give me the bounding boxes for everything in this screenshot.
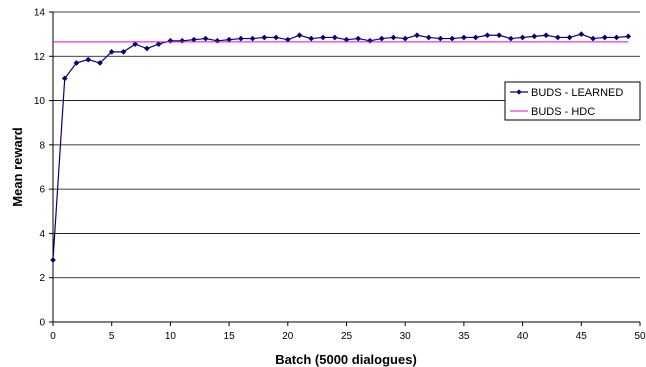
data-point [167, 37, 174, 44]
y-tick-label: 0 [39, 318, 45, 329]
legend-label-buds-hdc: BUDS - HDC [531, 106, 595, 118]
data-point [308, 35, 315, 42]
legend: BUDS - LEARNED BUDS - HDC [504, 81, 641, 121]
data-point [331, 34, 338, 41]
x-tick-label: 5 [109, 331, 115, 342]
data-point [120, 48, 127, 55]
x-tick-label: 10 [165, 331, 177, 342]
data-point [437, 35, 444, 42]
x-tick-label: 50 [634, 331, 646, 342]
data-point [578, 31, 585, 38]
axes: 0 2 4 6 8 10 12 14 0 5 10 15 20 25 30 35 40 45 50 [34, 8, 646, 343]
x-tick-label: 20 [282, 331, 294, 342]
data-point [355, 35, 362, 42]
x-tick-label: 0 [50, 331, 56, 342]
y-tick-label: 4 [39, 229, 45, 240]
data-point [132, 41, 139, 48]
data-point [97, 59, 103, 66]
data-point [472, 34, 479, 41]
data-point [108, 48, 115, 55]
data-point [543, 32, 550, 39]
series-line-buds-learned [52, 33, 629, 261]
data-point [519, 34, 526, 41]
data-point [214, 37, 221, 44]
data-point [601, 34, 608, 41]
data-point [85, 56, 92, 63]
data-point [566, 34, 573, 41]
y-tick-label: 14 [34, 8, 46, 19]
data-point [61, 75, 68, 82]
data-point [249, 35, 256, 42]
data-point [237, 35, 244, 42]
x-tick-label: 25 [341, 331, 353, 342]
data-point [625, 33, 632, 40]
data-point [73, 59, 80, 66]
data-point [484, 32, 491, 39]
data-point [425, 34, 432, 41]
y-tick-label: 8 [39, 140, 45, 151]
data-point [179, 37, 186, 44]
data-point [155, 41, 162, 48]
data-point [390, 34, 397, 41]
x-tick-label: 15 [224, 331, 236, 342]
x-axis-title: Batch (5000 dialogues) [275, 352, 417, 367]
data-point [202, 35, 209, 42]
y-tick-label: 2 [39, 273, 45, 284]
data-point [261, 34, 268, 41]
data-point [460, 34, 467, 41]
legend-marker-buds-learned [516, 89, 522, 95]
y-axis-title: Mean reward [10, 127, 25, 207]
data-point [50, 257, 56, 263]
legend-label-buds-learned: BUDS - LEARNED [531, 87, 623, 99]
y-tick-label: 6 [39, 185, 45, 196]
data-point [613, 34, 620, 41]
data-point [554, 34, 561, 41]
data-point [143, 45, 150, 52]
data-point [507, 35, 514, 42]
data-point [496, 32, 503, 39]
data-point [378, 35, 385, 42]
data-point [296, 32, 303, 39]
y-tick-label: 12 [34, 52, 46, 63]
x-tick-label: 45 [576, 331, 588, 342]
data-point [413, 32, 420, 39]
gridlines [53, 11, 640, 279]
data-point [320, 34, 326, 41]
data-point [590, 35, 596, 42]
data-point [402, 35, 409, 42]
x-tick-label: 40 [517, 331, 529, 342]
data-point [449, 35, 456, 42]
x-tick-label: 30 [400, 331, 412, 342]
data-point [531, 33, 538, 40]
x-tick-label: 35 [458, 331, 470, 342]
data-point [273, 34, 280, 41]
y-tick-label: 10 [34, 96, 46, 107]
legend-box [504, 81, 641, 121]
data-point [367, 37, 373, 44]
series-layer [50, 31, 632, 263]
